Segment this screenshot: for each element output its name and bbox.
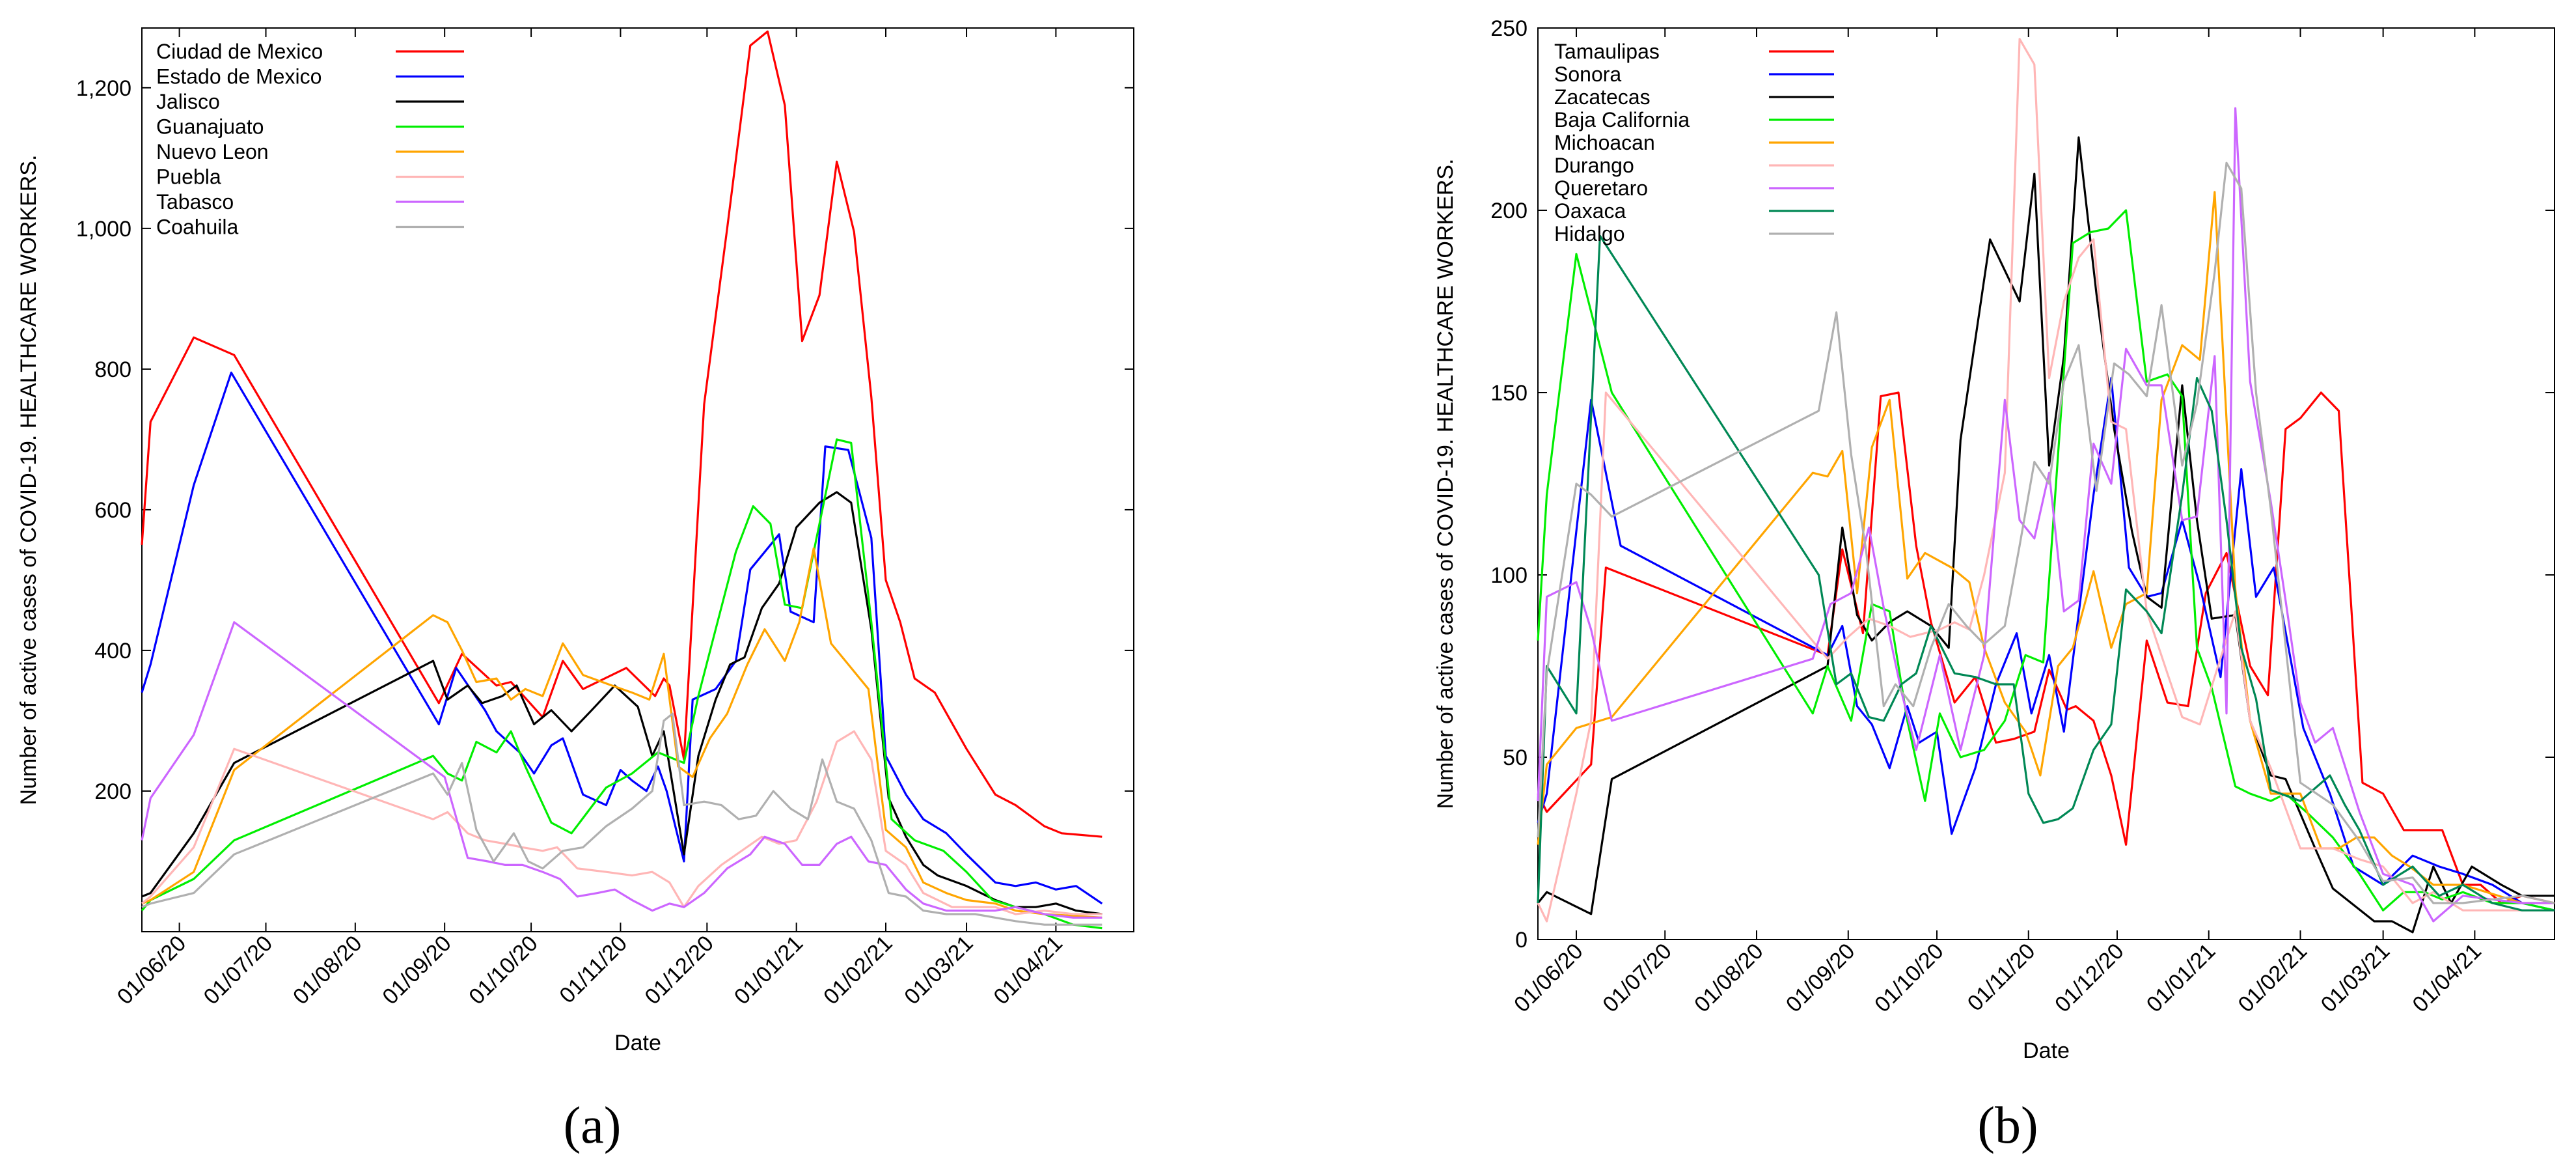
series-line-sonora (1537, 376, 2555, 912)
legend-entry-label: Oaxaca (1554, 199, 1626, 223)
plot-frame (1537, 27, 2555, 940)
x-tick-label: 01/02/21 (819, 931, 897, 1009)
series-line-estado-de-mexico (141, 371, 1103, 905)
x-tick-label: 01/04/21 (2408, 939, 2486, 1017)
plot-frame (141, 27, 1134, 932)
series-line-michoacan (1537, 191, 2555, 904)
x-tick-label: 01/09/20 (377, 931, 456, 1009)
x-tick-label: 01/06/20 (113, 931, 191, 1009)
x-tick-label: 01/12/20 (640, 931, 719, 1009)
x-tick-label: 01/11/20 (1963, 939, 2040, 1016)
series-line-coahuila (141, 712, 1103, 926)
series-line-jalisco (141, 491, 1103, 915)
y-axis-label: Number of active cases of COVID-19. HEAL… (1433, 159, 1458, 809)
x-tick-label: 01/09/20 (1781, 939, 1859, 1017)
legend-entry-label: Nuevo Leon (156, 140, 269, 163)
legend-entry-label: Jalisco (156, 90, 220, 113)
legend-entry-label: Tabasco (156, 190, 234, 214)
x-tick-label: 01/03/21 (2316, 939, 2394, 1017)
legend-entry-label: Queretaro (1554, 176, 1648, 200)
y-tick-label: 1,200 (76, 76, 131, 101)
y-tick-label: 400 (94, 639, 131, 663)
x-tick-label: 01/02/21 (2234, 939, 2312, 1017)
x-axis-label: Date (614, 1031, 661, 1055)
y-tick-label: 1,000 (76, 217, 131, 242)
y-tick-label: 800 (94, 357, 131, 382)
series-line-ciudad-de-mexico (141, 30, 1103, 838)
y-tick-label: 100 (1490, 563, 1528, 588)
y-tick-label: 200 (94, 779, 131, 804)
x-tick-label: 01/07/20 (199, 931, 277, 1009)
legend-entry-label: Baja California (1554, 108, 1690, 132)
series-line-queretaro (1537, 107, 2555, 923)
legend-entry-label: Zacatecas (1554, 85, 1651, 109)
series-line-durango (1537, 38, 2555, 923)
legend-entry-label: Estado de Mexico (156, 65, 322, 89)
y-tick-label: 150 (1490, 381, 1528, 406)
x-axis-label: Date (2023, 1038, 2070, 1063)
x-tick-label: 01/01/21 (2142, 939, 2220, 1017)
y-tick-label: 50 (1503, 745, 1528, 770)
x-tick-label: 01/12/20 (2050, 939, 2128, 1017)
y-tick-label: 0 (1515, 928, 1528, 953)
x-tick-label: 01/01/21 (730, 931, 808, 1009)
y-axis-label: Number of active cases of COVID-19. HEAL… (16, 155, 41, 805)
x-tick-label: 01/08/20 (288, 931, 366, 1009)
legend-entry-label: Hidalgo (1554, 222, 1625, 245)
y-tick-label: 600 (94, 498, 131, 523)
x-tick-label: 01/11/20 (555, 931, 632, 1009)
legend-entry-label: Durango (1554, 154, 1634, 177)
panel-label: (b) (1977, 1097, 2038, 1154)
y-tick-label: 250 (1490, 16, 1528, 41)
series-line-tamaulipas (1537, 391, 2555, 904)
x-tick-label: 01/04/21 (989, 931, 1067, 1009)
series-line-oaxaca (1537, 234, 2555, 912)
panel-label: (a) (564, 1097, 622, 1154)
series-line-guanajuato (141, 438, 1103, 930)
series-line-hidalgo (1537, 161, 2555, 904)
x-tick-label: 01/10/20 (464, 931, 542, 1009)
series-line-zacatecas (1537, 136, 2555, 934)
legend-entry-label: Sonora (1554, 63, 1621, 86)
legend-entry-label: Tamaulipas (1554, 40, 1660, 63)
series-line-tabasco (141, 621, 1103, 919)
legend-entry-label: Puebla (156, 165, 221, 189)
legend-entry-label: Guanajuato (156, 115, 264, 139)
legend-entry-label: Ciudad de Mexico (156, 40, 323, 63)
y-tick-label: 200 (1490, 199, 1528, 223)
x-tick-label: 01/07/20 (1598, 939, 1676, 1017)
series-line-nuevo-leon (141, 547, 1103, 919)
series-line-baja-california (1537, 209, 2555, 912)
x-tick-label: 01/10/20 (1870, 939, 1948, 1017)
x-tick-label: 01/03/21 (899, 931, 978, 1009)
legend-entry-label: Coahuila (156, 216, 239, 239)
series-line-puebla (141, 730, 1103, 915)
legend-entry-label: Michoacan (1554, 131, 1655, 154)
x-tick-label: 01/08/20 (1690, 939, 1768, 1017)
